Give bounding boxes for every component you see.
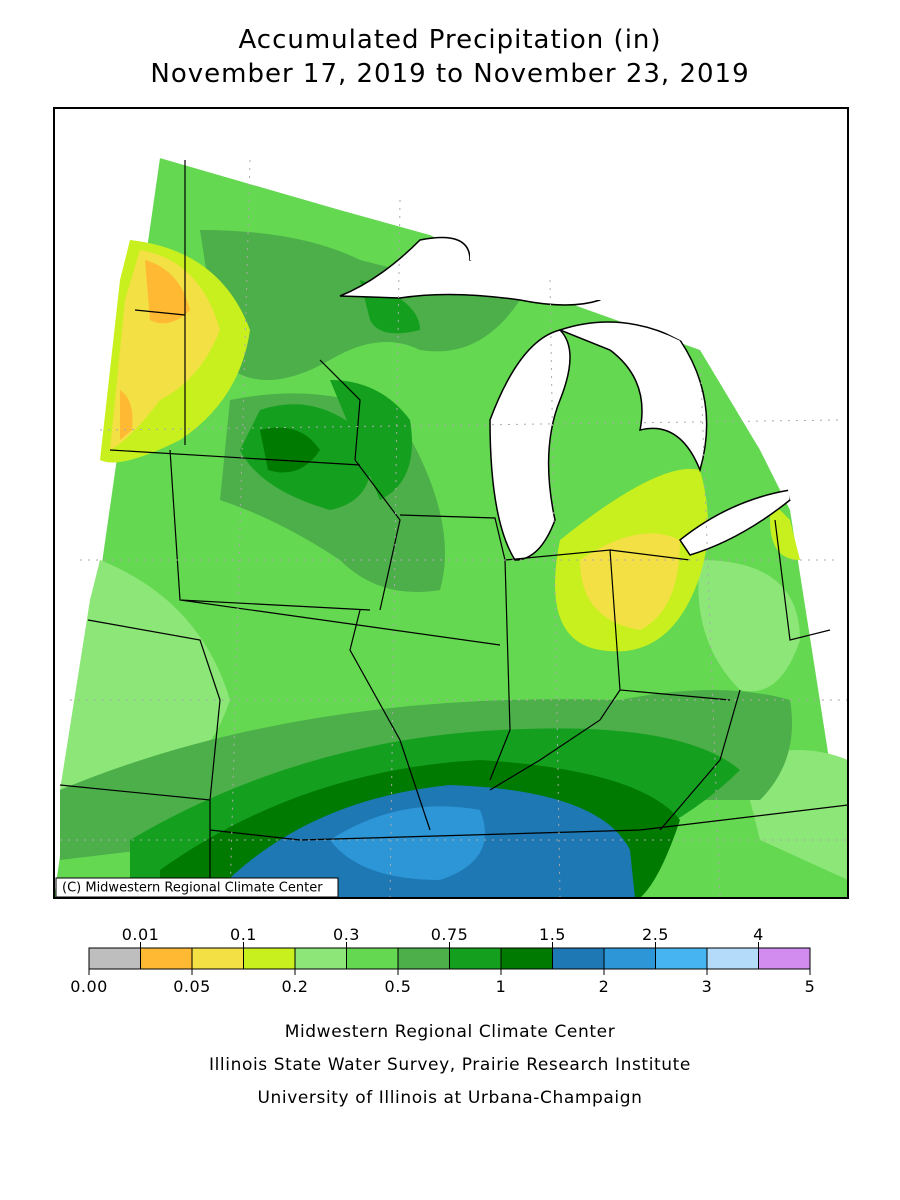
legend-label: 0.01 <box>122 925 160 944</box>
legend-swatch <box>603 947 656 970</box>
footer-line: University of Illinois at Urbana-Champai… <box>257 1088 642 1108</box>
state-borders <box>59 160 848 898</box>
graticule <box>60 159 848 898</box>
legend-swatch <box>88 947 141 970</box>
legend-label: 0.00 <box>70 977 108 996</box>
legend-label: 0.1 <box>230 925 257 944</box>
legend-swatch <box>552 947 605 970</box>
legend-label: 1.5 <box>539 925 566 944</box>
map: (C) Midwestern Regional Climate Center <box>53 107 849 899</box>
legend-label: 2.5 <box>642 925 669 944</box>
precip-sky <box>330 806 485 880</box>
legend-swatch <box>191 947 244 970</box>
lake-michigan <box>489 329 571 561</box>
legend-label: 5 <box>805 977 816 996</box>
legend-swatch <box>346 947 399 970</box>
legend-label: 3 <box>702 977 713 996</box>
legend-swatch <box>655 947 708 970</box>
legend-label: 4 <box>753 925 764 944</box>
footer-line: Illinois State Water Survey, Prairie Res… <box>209 1055 691 1075</box>
credit-box <box>55 877 339 898</box>
canada <box>54 108 848 500</box>
legend-label: 0.3 <box>333 925 360 944</box>
credit: (C) Midwestern Regional Climate Center <box>62 881 323 896</box>
legend-label: 0.2 <box>282 977 309 996</box>
title: Accumulated Precipitation (in) <box>238 25 661 55</box>
precip-orange <box>120 260 190 440</box>
legend-swatch <box>449 947 502 970</box>
legend-swatch <box>500 947 553 970</box>
legend-label: 0.05 <box>173 977 211 996</box>
legend-label: 1 <box>496 977 507 996</box>
legend-swatch <box>243 947 296 970</box>
legend-label: 0.5 <box>385 977 412 996</box>
precip-mid <box>60 230 792 860</box>
footer-line: Midwestern Regional Climate Center <box>285 1022 616 1042</box>
subtitle: November 17, 2019 to November 23, 2019 <box>150 59 749 89</box>
legend-swatch <box>294 947 347 970</box>
legend-swatch <box>140 947 193 970</box>
legend-swatch <box>758 947 811 970</box>
legend-swatch <box>706 947 759 970</box>
legend-label: 2 <box>599 977 610 996</box>
legend-label: 0.75 <box>431 925 469 944</box>
footer: Midwestern Regional Climate Center Illino… <box>209 1022 691 1108</box>
legend: 0.01 0.1 0.3 0.75 1.5 2.5 4 0.00 0.05 0.2 0.5 1 2 3 5 <box>70 925 815 996</box>
legend-swatch <box>397 947 450 970</box>
lake-huron <box>557 321 708 473</box>
map-frame <box>53 107 849 899</box>
precip-dark <box>160 427 680 898</box>
